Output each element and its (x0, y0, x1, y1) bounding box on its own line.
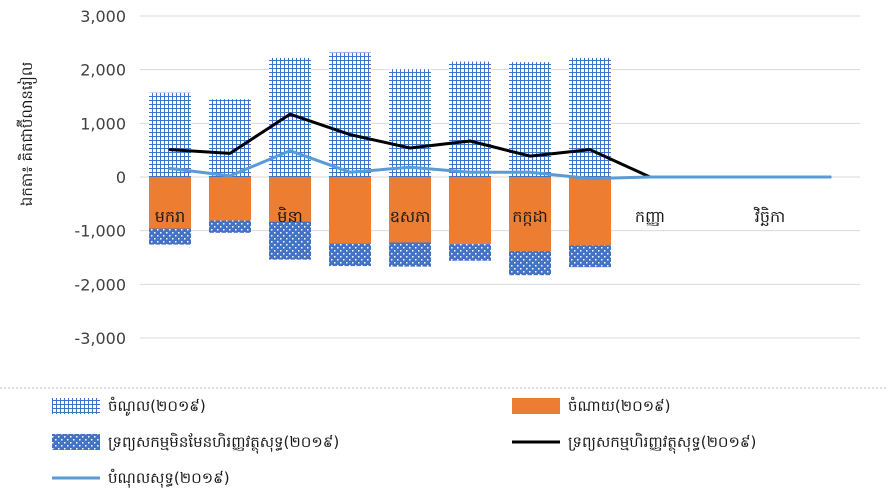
y-tick-label: 0 (116, 168, 126, 187)
legend-label: ចំណូល(២០១៩) (108, 396, 206, 416)
y-tick-label: 2,000 (80, 61, 126, 80)
bar-revenue (209, 99, 251, 177)
y-tick-label: -3,000 (74, 329, 126, 348)
bar-revenue (329, 52, 371, 177)
bar-nonfinancial-assets (389, 242, 431, 267)
bar-revenue (569, 57, 611, 177)
bar-nonfinancial-assets (569, 245, 611, 268)
category-label: ឧសភា (390, 207, 431, 226)
legend-swatch (512, 398, 560, 414)
y-tick-label: 1,000 (80, 114, 126, 133)
bar-nonfinancial-assets (149, 228, 191, 245)
y-tick-label: -2,000 (74, 275, 126, 294)
bar-revenue (509, 62, 551, 177)
bar-expense (209, 177, 251, 221)
category-label: កញ្ញា (635, 207, 665, 226)
category-label: មិនា (277, 206, 302, 226)
lines (168, 112, 832, 181)
y-axis-label: ឯកតា៖ គិតជាប៊ីលានរៀល (16, 62, 37, 206)
category-labels: មករា មិនា ឧសភា កក្កដា កញ្ញា វិច្ឆិកា (155, 206, 785, 226)
category-label: មករា (155, 207, 185, 226)
bar-revenue (269, 57, 311, 177)
bars (149, 52, 611, 276)
legend-label: ទ្រព្យសកម្មហិរញ្ញវត្ថុសុទ្ធ(២០១៩) (568, 432, 756, 454)
bar-expense (569, 177, 611, 246)
y-tick-label: 3,000 (80, 7, 126, 26)
gridlines (140, 15, 860, 339)
bar-expense (509, 177, 551, 252)
legend-swatch (52, 398, 100, 414)
bar-expense (449, 177, 491, 245)
bar-nonfinancial-assets (209, 220, 251, 233)
bar-revenue (389, 69, 431, 177)
bar-revenue (449, 61, 491, 177)
bar-expense (269, 177, 311, 222)
legend-label: បំណុលសុទ្ធ(២០១៩) (108, 468, 230, 488)
bar-nonfinancial-assets (269, 221, 311, 260)
bar-expense (149, 177, 191, 229)
legend: ចំណូល(២០១៩) ចំណាយ(២០១៩) ទ្រព្យសកម្មមិនមែនហ… (52, 396, 756, 488)
bar-expense (329, 177, 371, 244)
line-net-liabilities (168, 149, 832, 181)
legend-swatch (52, 434, 100, 450)
category-label: វិច្ឆិកា (753, 206, 785, 226)
legend-label: ចំណាយ(២០១៩) (568, 396, 671, 415)
bar-nonfinancial-assets (449, 244, 491, 261)
category-label: កក្កដា (512, 207, 548, 226)
bar-revenue (149, 92, 191, 177)
legend-label: ទ្រព្យសកម្មមិនមែនហិរញ្ញវត្ថុសុទ្ធ(២០១៩) (108, 432, 339, 454)
y-axis-ticks: 3,000 2,000 1,000 0 -1,000 -2,000 -3,000 (74, 7, 126, 348)
bar-nonfinancial-assets (329, 243, 371, 267)
bar-nonfinancial-assets (509, 251, 551, 276)
y-tick-label: -1,000 (74, 222, 126, 241)
bar-expense (389, 177, 431, 243)
